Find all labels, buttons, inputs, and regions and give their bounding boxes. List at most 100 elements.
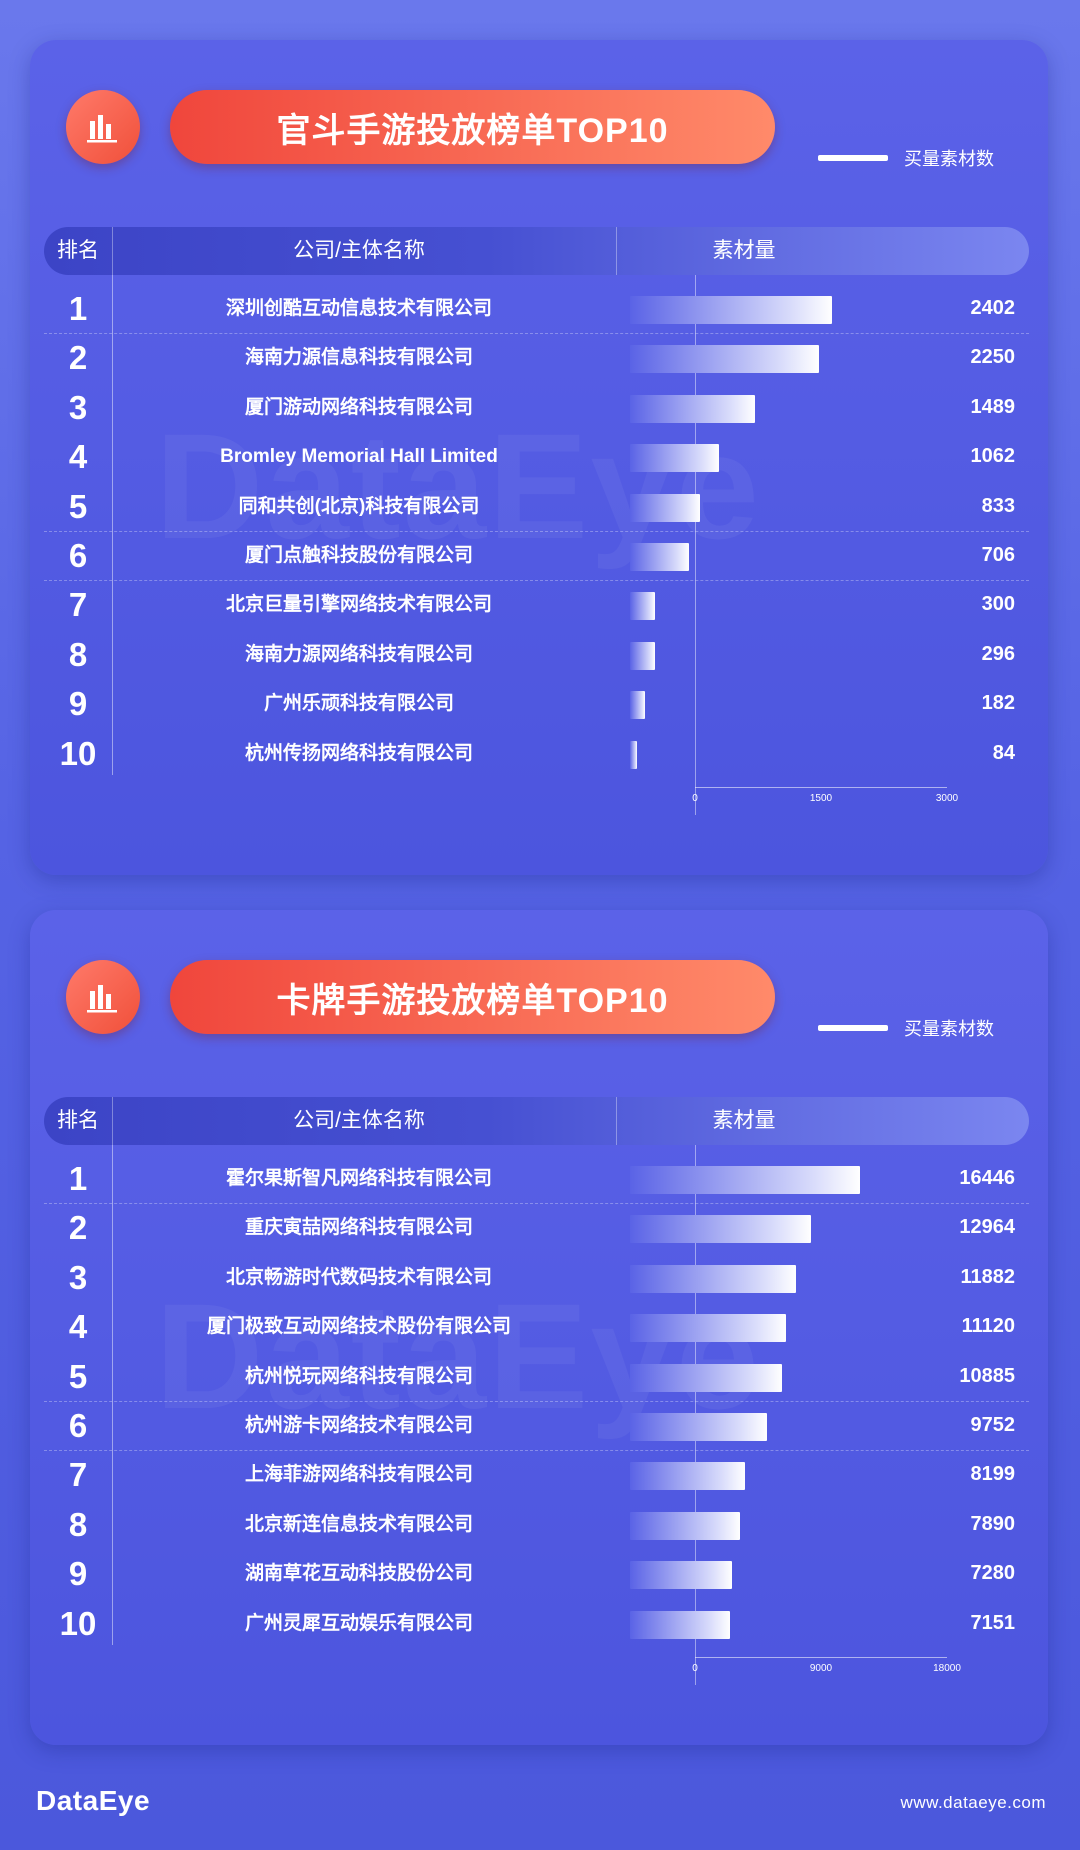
value-label: 11882: [960, 1265, 1015, 1288]
rank-number: 6: [68, 1407, 88, 1444]
x-axis: [695, 787, 947, 788]
rank-number: 7: [68, 1456, 88, 1494]
company-name: 杭州传扬网络科技有限公司: [244, 742, 473, 764]
company-name: 重庆寅喆网络科技有限公司: [244, 1217, 473, 1239]
rank-number: 4: [68, 1308, 88, 1346]
value-label: 8199: [970, 1463, 1016, 1486]
header-amount: 素材量: [712, 1109, 776, 1132]
value-label: 300: [981, 593, 1015, 616]
x-tick-label: 3000: [935, 793, 959, 804]
value-label: 16446: [959, 1167, 1015, 1189]
company-name: 厦门点触科技股份有限公司: [244, 545, 473, 566]
rank-number: 10: [59, 734, 97, 772]
value-bar: [630, 296, 832, 324]
table-row: 1 深圳创酷互动信息技术有限公司 2402: [44, 284, 1029, 335]
header-company: 公司/主体名称: [293, 1109, 425, 1132]
chart-title-pill: 官斗手游投放榜单TOP10: [170, 90, 775, 164]
table-row: 9 湖南草花互动科技股份公司 7280: [44, 1549, 1029, 1598]
company-name: 霍尔果斯智凡网络科技有限公司: [225, 1168, 492, 1189]
legend: 买量素材数: [818, 145, 994, 171]
company-name: 北京新连信息技术有限公司: [244, 1513, 473, 1535]
header-amount: 素材量: [712, 239, 776, 262]
x-axis: [695, 1657, 947, 1658]
value-bar: [630, 740, 638, 769]
rank-number: 8: [68, 635, 88, 673]
table-row: 10 广州灵犀互动娱乐有限公司 7151: [44, 1599, 1029, 1648]
value-bar: [630, 641, 655, 670]
rank-number: 7: [68, 586, 88, 624]
table-row: 7 北京巨量引擎网络技术有限公司 300: [44, 580, 1029, 629]
bar-chart-icon: [66, 960, 140, 1034]
company-name: 杭州游卡网络技术有限公司: [244, 1415, 473, 1436]
company-name: 厦门游动网络科技有限公司: [244, 396, 473, 418]
company-name: 厦门极致互动网络技术股份有限公司: [206, 1316, 511, 1338]
company-name: 北京畅游时代数码技术有限公司: [225, 1266, 492, 1288]
x-tick-label: 9000: [809, 1663, 833, 1674]
company-name: 广州灵犀互动娱乐有限公司: [244, 1612, 473, 1634]
value-bar: [630, 1314, 786, 1343]
rank-number: 10: [59, 1604, 97, 1642]
value-label: 7151: [970, 1611, 1016, 1634]
chart-title-pill: 卡牌手游投放榜单TOP10: [170, 960, 775, 1034]
legend-label: 买量素材数: [904, 149, 994, 169]
value-label: 1062: [970, 445, 1016, 468]
value-label: 7890: [970, 1512, 1016, 1535]
table-row: 4 Bromley Memorial Hall Limited 1062: [44, 432, 1029, 481]
table-row: 3 厦门游动网络科技有限公司 1489: [44, 383, 1029, 432]
header-divider: [112, 1097, 113, 1145]
legend: 买量素材数: [818, 1015, 994, 1041]
table-row: 4 厦门极致互动网络技术股份有限公司 11120: [44, 1302, 1029, 1351]
website-link[interactable]: www.dataeye.com: [900, 1793, 1046, 1812]
rank-number: 5: [68, 487, 88, 525]
value-label: 11120: [961, 1315, 1015, 1338]
rank-number: 2: [68, 339, 88, 377]
rank-number: 9: [68, 1555, 88, 1593]
table-row: 8 海南力源网络科技有限公司 296: [44, 630, 1029, 679]
value-label: 1489: [970, 395, 1016, 418]
table-row: 1 霍尔果斯智凡网络科技有限公司 16446: [44, 1154, 1029, 1205]
legend-swatch: [818, 1025, 888, 1031]
table-row: 5 杭州悦玩网络科技有限公司 10885: [44, 1352, 1029, 1402]
header-company: 公司/主体名称: [293, 239, 425, 262]
company-name: 上海菲游网络科技有限公司: [244, 1464, 473, 1486]
table-row: 8 北京新连信息技术有限公司 7890: [44, 1500, 1029, 1549]
company-name: 杭州悦玩网络科技有限公司: [244, 1365, 473, 1387]
rank-number: 1: [68, 290, 88, 327]
brand-logo: DataEye: [36, 1785, 151, 1816]
company-name: 广州乐顽科技有限公司: [263, 693, 454, 715]
value-label: 84: [992, 741, 1015, 764]
company-name: 湖南草花互动科技股份公司: [244, 1563, 473, 1585]
value-label: 12964: [959, 1216, 1015, 1239]
x-tick-label: 1500: [809, 793, 833, 804]
value-label: 833: [981, 494, 1015, 517]
value-label: 706: [981, 544, 1015, 566]
legend-label: 买量素材数: [904, 1019, 994, 1039]
value-bar: [630, 444, 720, 473]
table-row: 6 厦门点触科技股份有限公司 706: [44, 531, 1029, 582]
company-name: 海南力源网络科技有限公司: [244, 643, 473, 665]
rank-number: 4: [68, 438, 88, 476]
rank-column-divider: [112, 1145, 113, 1645]
header-divider: [112, 227, 113, 275]
rank-number: 3: [68, 1258, 88, 1296]
value-label: 2402: [970, 297, 1016, 319]
table-row: 2 海南力源信息科技有限公司 2250: [44, 333, 1029, 382]
rank-number: 1: [68, 1160, 88, 1197]
value-bar: [630, 1561, 732, 1590]
value-bar: [630, 1363, 783, 1392]
table-header: 排名 公司/主体名称 素材量: [44, 1097, 1029, 1145]
value-bar: [630, 345, 819, 374]
ranking-panel-2: DataEye 卡牌手游投放榜单TOP10 买量素材数 排名 公司/主体名称 素…: [30, 910, 1048, 1745]
rank-number: 8: [68, 1505, 88, 1543]
company-name: 北京巨量引擎网络技术有限公司: [225, 594, 492, 616]
header-divider: [616, 1097, 617, 1145]
value-bar: [630, 592, 656, 621]
header-rank: 排名: [57, 239, 99, 262]
table-row: 7 上海菲游网络科技有限公司 8199: [44, 1450, 1029, 1499]
value-bar: [630, 1511, 741, 1540]
value-label: 182: [981, 692, 1015, 715]
value-label: 2250: [970, 346, 1016, 369]
table-header: 排名 公司/主体名称 素材量: [44, 227, 1029, 275]
value-bar: [630, 1215, 812, 1244]
header-divider: [616, 227, 617, 275]
